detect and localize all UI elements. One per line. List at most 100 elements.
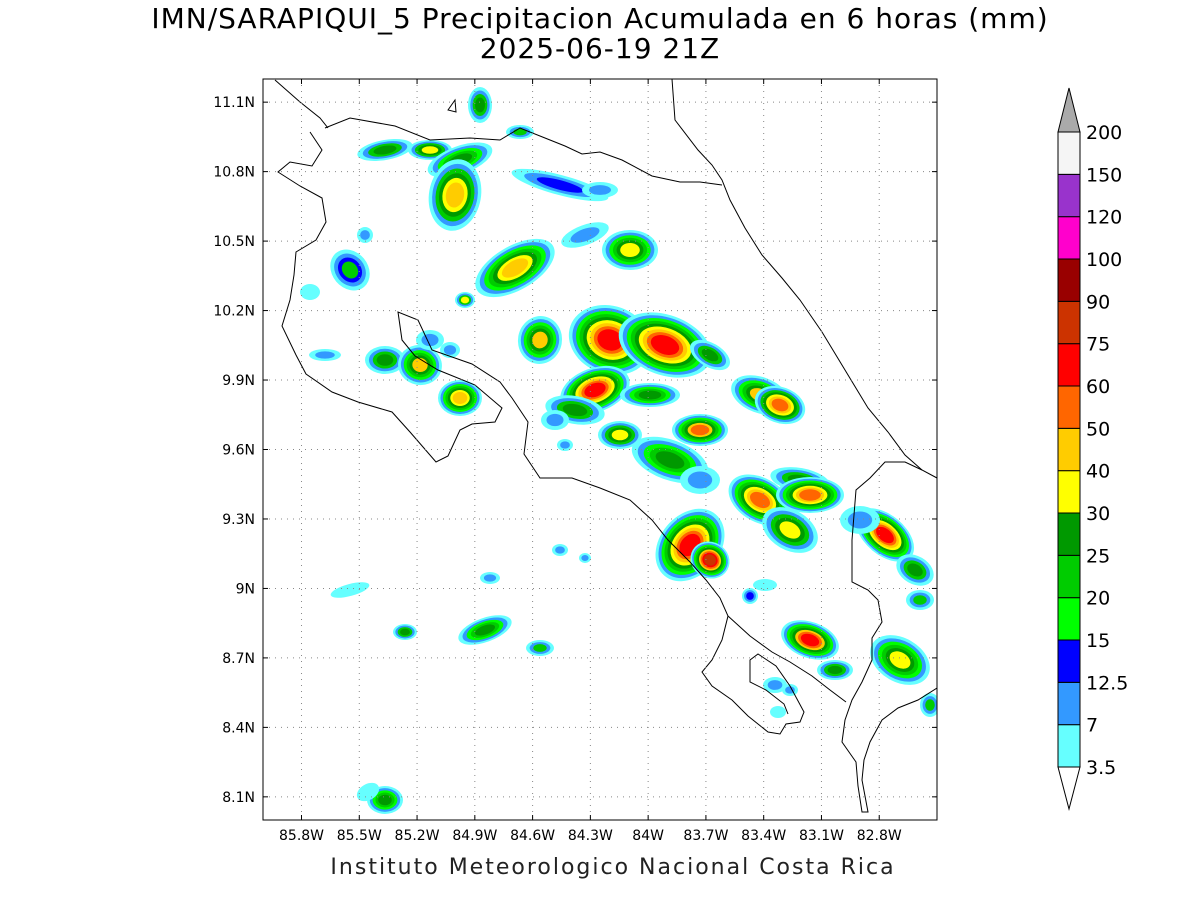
precip-cell — [300, 284, 320, 300]
precip-cell — [597, 329, 623, 351]
legend-swatch — [1057, 216, 1081, 260]
lon-tick-label: 84.6W — [510, 828, 555, 844]
legend-level-label: 200 — [1086, 122, 1122, 144]
color-legend: 3.5 7 12.5 15 20 25 30 40 50 60 75 90 100 120 150 200 — [1057, 87, 1128, 811]
precip-cell — [475, 97, 485, 113]
lon-tick-label: 83.7W — [683, 828, 728, 844]
legend-level-label: 50 — [1086, 418, 1110, 440]
legend-swatch — [1057, 597, 1081, 641]
map-datetime: 2025-06-19 21Z — [479, 32, 721, 65]
legend-level-label: 7 — [1086, 715, 1098, 737]
precip-cell — [779, 521, 801, 539]
precip-cell — [330, 582, 370, 598]
precip-cell — [546, 413, 564, 427]
legend-arrow-high — [1057, 87, 1081, 133]
legend-level-label: 40 — [1086, 461, 1110, 483]
lat-tick-label: 9.3N — [222, 512, 255, 528]
precip-cell — [452, 392, 468, 404]
precip-cell — [799, 489, 821, 501]
precip-cell — [753, 579, 777, 591]
precip-cell — [474, 624, 496, 636]
legend-swatch — [1057, 724, 1081, 768]
precip-cell — [443, 345, 457, 355]
lat-tick-label: 10.2N — [213, 304, 255, 320]
precip-cell — [655, 451, 685, 469]
legend-swatch — [1057, 681, 1081, 726]
lat-tick-label: 10.8N — [213, 165, 255, 181]
precip-cell — [581, 554, 589, 562]
legend-swatch — [1057, 173, 1081, 218]
map-title: IMN/SARAPIQUI_5 Precipitacion Acumulada … — [151, 2, 1049, 35]
legend-swatch — [1057, 300, 1081, 345]
lat-tick-label: 8.1N — [222, 790, 255, 806]
precip-cell — [800, 633, 820, 647]
legend-level-label: 3.5 — [1086, 757, 1116, 779]
legend-swatch — [1057, 343, 1081, 387]
lon-tick-label: 85.8W — [279, 828, 324, 844]
precip-cell — [532, 331, 548, 349]
legend-level-label: 15 — [1086, 630, 1110, 652]
precip-cell — [687, 471, 713, 489]
precip-cell — [356, 782, 380, 802]
precip-cell — [925, 699, 935, 711]
legend-level-label: 120 — [1086, 207, 1122, 229]
precip-cell — [584, 382, 606, 398]
legend-swatch — [1057, 258, 1081, 302]
precip-cell — [589, 185, 611, 195]
legend-swatch — [1057, 470, 1081, 514]
precip-cell — [562, 403, 588, 417]
longitude-axis: 85.8W 85.5W 85.2W 84.9W 84.6W 84.3W 84W 83.7W 83… — [279, 828, 902, 844]
precip-cell — [373, 145, 397, 155]
lat-tick-label: 9N — [236, 581, 255, 597]
precip-cell — [770, 706, 786, 718]
legend-swatch — [1057, 131, 1081, 175]
latitude-axis: 11.1N 10.8N 10.5N 10.2N 9.9N 9.6N 9.3N 9N 8.7N 8.… — [213, 95, 255, 806]
precip-cell — [536, 177, 584, 193]
precip-cell — [701, 348, 719, 362]
legend-level-label: 75 — [1086, 334, 1110, 356]
legend-level-label: 100 — [1086, 249, 1122, 271]
precip-cell — [560, 441, 570, 449]
lon-tick-label: 84W — [632, 828, 664, 844]
legend-level-label: 25 — [1086, 545, 1110, 567]
precip-cell — [690, 424, 710, 436]
lon-tick-label: 84.3W — [568, 828, 613, 844]
precip-cell — [889, 651, 911, 669]
lat-tick-label: 11.1N — [213, 95, 255, 111]
precip-cell — [360, 230, 370, 240]
lon-tick-label: 85.5W — [337, 828, 382, 844]
precip-cell — [750, 491, 770, 509]
legend-level-label: 30 — [1086, 503, 1110, 525]
precip-cell — [847, 511, 873, 529]
legend-level-label: 90 — [1086, 291, 1110, 313]
precip-cell — [445, 182, 465, 208]
lat-tick-label: 8.7N — [222, 651, 255, 667]
lat-lon-grid — [263, 79, 937, 820]
plot-frame — [262, 78, 938, 821]
precip-cell — [501, 258, 529, 278]
precipitation-layer — [300, 87, 937, 814]
legend-level-label: 150 — [1086, 164, 1122, 186]
precip-cell — [483, 574, 497, 582]
precip-cell — [341, 261, 359, 279]
precip-cell — [767, 680, 783, 690]
legend-level-label: 12.5 — [1086, 672, 1128, 694]
lat-tick-label: 10.5N — [213, 234, 255, 250]
precip-cell — [460, 296, 470, 304]
precip-cell — [533, 644, 547, 652]
precip-cell — [913, 595, 927, 605]
precip-cell — [620, 243, 640, 257]
lon-tick-label: 83.1W — [799, 828, 844, 844]
precip-cell — [704, 554, 716, 566]
lon-tick-label: 82.8W — [857, 828, 902, 844]
precip-cell — [376, 354, 394, 366]
lat-tick-label: 9.9N — [222, 373, 255, 389]
precip-cell — [907, 563, 923, 577]
lon-tick-label: 83.4W — [741, 828, 786, 844]
legend-swatch — [1057, 385, 1081, 429]
precip-cell — [378, 794, 392, 806]
legend-level-label: 60 — [1086, 376, 1110, 398]
precip-cell — [785, 686, 795, 694]
precip-cell — [315, 351, 335, 359]
